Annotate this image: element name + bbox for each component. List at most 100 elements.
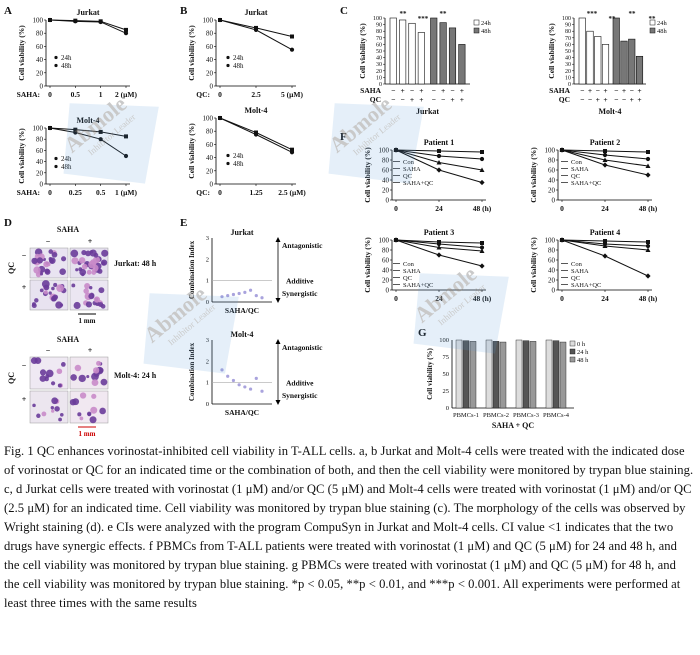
cell [96, 360, 102, 366]
watermark-shape [143, 293, 239, 374]
bar [485, 339, 493, 409]
sign-label: + [460, 95, 464, 104]
y-axis-label: Combination Index [188, 240, 196, 299]
sign-label: + [603, 86, 607, 95]
cell [41, 411, 47, 417]
y-tick-label: 3 [206, 235, 209, 242]
y-tick-label: 20 [36, 69, 44, 77]
legend-label: Con [571, 261, 583, 268]
plus-label: + [22, 283, 27, 292]
legend-swatch [569, 348, 576, 355]
cell [85, 301, 93, 308]
watermark-shape [63, 103, 159, 184]
y-axis-label: Cell viability (%) [17, 25, 26, 81]
cell [86, 411, 92, 417]
y-tick-label: 100 [203, 115, 214, 123]
sign-label: − [622, 95, 626, 104]
zone-label: Additive [286, 379, 314, 388]
series-line [49, 19, 127, 34]
bar [499, 341, 507, 409]
y-tick-label: 100 [379, 237, 390, 245]
x-axis-label: SAHA + QC [492, 421, 535, 430]
legend-label: QC [571, 173, 580, 180]
sign-label: − [588, 95, 592, 104]
data-point [237, 291, 241, 296]
y-axis-label: Cell viability (%) [358, 23, 367, 79]
data-point [124, 27, 128, 32]
cell [50, 381, 56, 386]
arrow-head [275, 298, 281, 303]
bar [492, 341, 500, 409]
cell [99, 369, 103, 374]
y-tick-label: 60 [36, 43, 44, 51]
bar [578, 17, 586, 85]
cell [79, 392, 87, 399]
significance-mark: ** [609, 15, 617, 23]
sign-label: + [450, 95, 454, 104]
x-tick-label: 24 [601, 204, 609, 213]
sign-label: − [391, 95, 395, 104]
x-tick-label: 48 (h) [473, 294, 492, 303]
bar [545, 339, 553, 409]
data-point [603, 239, 607, 243]
scale-label: 1 mm [79, 317, 96, 325]
chart-title: Jurkat [244, 8, 267, 17]
data-point [479, 263, 485, 269]
line-chart: 0 20 40 60 80 100 0 24 48 (h) Patient 2 Cell viabi… [529, 138, 658, 213]
legend-label: 48h [61, 163, 72, 171]
data-point [480, 241, 484, 245]
cell [83, 288, 89, 294]
data-point [226, 374, 230, 378]
data-point [290, 147, 294, 152]
significance-mark: *** [587, 10, 598, 18]
y-tick-label: 80 [548, 157, 556, 165]
data-point [645, 163, 651, 168]
cell [71, 257, 79, 265]
data-point [436, 153, 442, 159]
legend-label: 48h [657, 28, 668, 35]
legend-swatch [649, 19, 656, 26]
y-tick-label: 90 [565, 23, 571, 29]
data-point [393, 237, 399, 243]
sign-label: − [596, 86, 600, 95]
y-tick-label: 60 [376, 42, 382, 48]
y-tick-label: 30 [376, 62, 382, 68]
legend-swatch [569, 340, 576, 347]
y-tick-label: 2 [206, 358, 209, 365]
group-label: PBMCs-2 [483, 412, 509, 419]
y-tick-label: 50 [565, 49, 571, 55]
micrograph [69, 390, 109, 424]
data-point [645, 247, 651, 252]
cell [86, 269, 92, 275]
y-tick-label: 80 [206, 128, 214, 136]
data-point [393, 147, 399, 153]
zone-label: Synergistic [282, 391, 318, 400]
sign-label: − [580, 86, 584, 95]
line-chart: 0 20 40 60 80 100 0 1.25 2.5 (μM) QC: Molt-4 Cell v… [187, 106, 306, 197]
y-tick-label: 100 [373, 16, 382, 22]
legend-marker [54, 164, 58, 169]
bar [586, 30, 594, 85]
x-prefix: QC: [196, 90, 210, 99]
sign-label: + [400, 86, 404, 95]
line-chart: 0 20 40 60 80 100 0 0.5 1 2 (μM) SAHA: Jurkat Cell v… [17, 8, 138, 99]
y-tick-label: 60 [206, 141, 214, 149]
row-label: SAHA [549, 86, 570, 95]
cell [91, 379, 99, 387]
data-point [231, 292, 236, 297]
y-axis-label: Cell viability (%) [363, 147, 372, 203]
cell [45, 369, 54, 378]
bar [628, 38, 636, 85]
cell [56, 284, 64, 292]
data-point [479, 167, 485, 172]
y-tick-label: 0 [40, 83, 44, 91]
y-tick-label: 70 [565, 36, 571, 42]
data-point [98, 129, 103, 134]
sign-label: + [630, 95, 634, 104]
sign-label: − [450, 86, 454, 95]
x-tick-label: 0 [48, 90, 52, 99]
